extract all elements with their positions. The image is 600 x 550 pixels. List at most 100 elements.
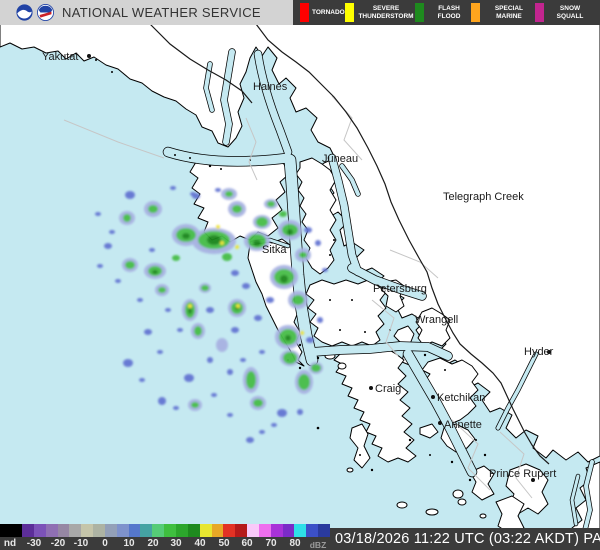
radar-echo-cell: [300, 331, 304, 335]
radar-echo-cell: [246, 371, 256, 389]
warnings-legend: TORNADO SEVERE THUNDERSTORM FLASH FLOOD SPE…: [293, 0, 600, 25]
colorbar-segment: [187, 524, 200, 537]
radar-echo-cell: [207, 235, 221, 245]
colorbar-tick-label: 20: [147, 538, 159, 549]
radar-echo-cell: [231, 270, 239, 276]
colorbar-tick-label: 30: [170, 538, 182, 549]
radar-echo-cell: [158, 397, 166, 405]
colorbar-segment: [223, 524, 236, 537]
radar-echo-cell: [188, 304, 192, 308]
radar-echo-cell: [144, 329, 152, 335]
city-dot: [547, 350, 551, 354]
radar-echo-cell: [211, 393, 217, 397]
colorbar-segment: [152, 524, 165, 537]
radar-echo-cell: [246, 437, 254, 443]
colorbar-segment: [270, 524, 283, 537]
radar-echo-cell: [148, 205, 158, 213]
radar-echo-cell: [149, 248, 155, 252]
colorbar-tick-label: nd: [3, 538, 17, 549]
radar-echo-cell: [216, 338, 228, 352]
island-gravina: [419, 423, 439, 439]
radar-echo-cell: [125, 261, 135, 269]
radar-echo-cell: [115, 279, 121, 283]
colorbar-segment: [45, 524, 58, 537]
radar-echo-cell: [152, 270, 158, 274]
warning-legend-item: FLASH FLOOD: [415, 3, 470, 22]
zone-boundaries: [63, 95, 533, 499]
city-label: Hyder: [524, 346, 554, 358]
radar-echo-cell: [242, 283, 250, 289]
city-label: Sitka: [262, 244, 287, 256]
colorbar-tick-label: -20: [50, 538, 66, 549]
radar-echo-cell: [317, 317, 323, 323]
radar-echo-cell: [139, 378, 145, 382]
radar-echo-cell: [194, 326, 202, 336]
warning-legend-item: SPECIAL MARINE: [470, 3, 535, 22]
colorbar-segment: [199, 524, 212, 537]
reflectivity-colorbar: [0, 524, 330, 537]
radar-echo-cell: [231, 327, 239, 333]
colorbar-segment: [81, 524, 94, 537]
radar-echo-cell: [266, 297, 274, 303]
radar-echo-cell: [158, 287, 166, 293]
city-dot: [87, 54, 91, 58]
radar-echo-cell: [216, 225, 220, 229]
city-label: Haines: [253, 81, 288, 93]
island-admiralty: [295, 157, 337, 275]
colorbar-tick-label: 10: [123, 538, 135, 549]
city-labels: Yakutat Haines Juneau Telegraph Creek Sitka P…: [42, 51, 556, 482]
colorbar-segment: [128, 524, 141, 537]
warning-legend-label: SPECIAL MARINE: [494, 5, 524, 20]
colorbar-segment: [247, 524, 259, 537]
colorbar-segment: [33, 524, 46, 537]
radar-echo-cell: [311, 364, 321, 372]
radar-echo-cell: [235, 245, 239, 249]
colorbar-segment: [235, 524, 248, 537]
radar-echo-cell: [172, 255, 180, 261]
channels: [162, 48, 595, 537]
colorbar-segment: [318, 524, 330, 537]
city-label: Juneau: [322, 153, 358, 165]
radar-echo-cell: [285, 335, 291, 341]
radar-echo-cell: [191, 402, 199, 408]
warning-legend-label: SNOW SQUALL: [556, 5, 584, 20]
warning-legend-label: SEVERE THUNDERSTORM: [358, 5, 414, 20]
colorbar-tick-label: 0: [102, 538, 108, 549]
radar-echo-cell: [240, 358, 246, 362]
radar-echo-cell: [287, 229, 293, 235]
timestamp-bar: 03/18/2026 11:22 UTC (03:22 AKDT) PACG: [330, 528, 600, 550]
warning-legend-item: SNOW SQUALL: [535, 3, 593, 22]
radar-echo-cell: [207, 357, 213, 363]
colorbar-segment: [164, 524, 176, 537]
radar-echo-cell: [188, 308, 192, 314]
colorbar-segment: [93, 524, 105, 537]
radar-echo-cell: [267, 201, 275, 207]
city-label: Craig: [375, 383, 401, 395]
colorbar-tick-label: -30: [26, 538, 42, 549]
radar-echo-cell: [220, 241, 224, 245]
radar-echo-cell: [225, 191, 233, 197]
colorbar-segment: [140, 524, 153, 537]
radar-echo-cell: [306, 337, 314, 343]
colorbar-tick-label: 40: [194, 538, 206, 549]
city-label: Telegraph Creek: [443, 191, 524, 203]
warning-color-chip-icon: [535, 3, 545, 22]
radar-echo-cell: [201, 285, 209, 291]
island-kupreanof: [305, 279, 387, 347]
colorbar-segment: [175, 524, 188, 537]
colorbar-tick-label: dBZ: [309, 540, 327, 550]
radar-echo-cell: [256, 217, 268, 227]
noaa-logo-icon: [16, 4, 33, 21]
radar-echo-cell: [215, 188, 221, 192]
radar-echo-cell: [182, 233, 190, 239]
header-branding: NATIONAL WEATHER SERVICE: [0, 0, 293, 25]
colorbar-segment: [0, 524, 22, 537]
city-dot: [369, 386, 373, 390]
radar-echoes: [95, 186, 328, 443]
radar-echo-cell: [259, 350, 265, 354]
radar-echo-cell: [227, 369, 233, 375]
radar-echo-cell: [253, 399, 263, 407]
city-label: Wrangell: [415, 314, 458, 326]
radar-echo-cell: [259, 430, 265, 434]
reflectivity-scale: nd -30 -20 -10 0 10 20 30 40 50 60 70 80 dBZ: [0, 524, 330, 550]
